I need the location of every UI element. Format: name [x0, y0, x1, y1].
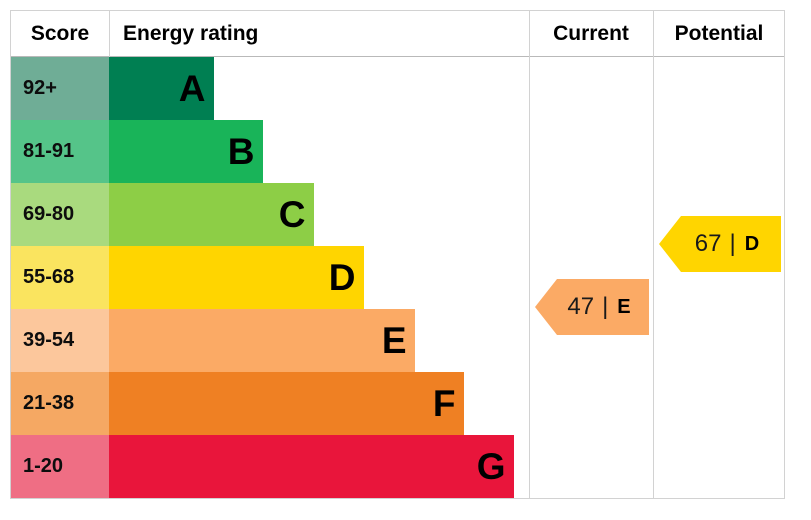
grade-band-row: 92+ A: [11, 57, 529, 120]
energy-band-bar: A: [109, 57, 214, 120]
energy-band-letter: D: [328, 257, 356, 298]
current-rating-arrow: 47 | E: [535, 279, 649, 335]
grade-band-row: 69-80 C: [11, 183, 529, 246]
grade-band-row: 55-68 D: [11, 246, 529, 309]
energy-band-bar: F: [109, 372, 464, 435]
column-header-score: Score: [30, 21, 90, 45]
potential-rating-separator: |: [729, 230, 736, 257]
score-range-cell: 21-38: [11, 372, 109, 435]
potential-rating-band: D: [744, 232, 760, 255]
energy-band-letter: G: [476, 446, 506, 487]
energy-band-letter: C: [278, 194, 306, 235]
score-range-cell: 55-68: [11, 246, 109, 309]
score-range-cell: 39-54: [11, 309, 109, 372]
current-rating-separator: |: [602, 293, 609, 320]
column-divider-current: [529, 11, 530, 498]
grade-band-row: 21-38 F: [11, 372, 529, 435]
energy-band-letter: E: [381, 320, 407, 361]
grade-band-row: 1-20 G: [11, 435, 529, 498]
grade-band-list: 92+ A 81-91 B 69-80 C 55-68 D 39-54 E 21-38 F 1-20 G: [11, 57, 784, 499]
column-header-potential: Potential: [674, 21, 764, 45]
score-range-cell: 1-20: [11, 435, 109, 498]
table-header-row: Score Energy rating Current Potential: [11, 11, 784, 57]
energy-band-letter: B: [227, 131, 255, 172]
energy-band-bar: C: [109, 183, 314, 246]
potential-rating-arrow: 67 | D: [659, 216, 781, 272]
score-range-cell: 92+: [11, 57, 109, 120]
column-divider-potential: [653, 11, 654, 498]
column-header-energy-rating: Energy rating: [123, 21, 259, 45]
column-header-current: Current: [553, 21, 629, 45]
score-range-cell: 69-80: [11, 183, 109, 246]
energy-band-letter: A: [178, 68, 206, 109]
energy-band-letter: F: [432, 383, 456, 424]
energy-band-bar: B: [109, 120, 263, 183]
grade-band-row: 81-91 B: [11, 120, 529, 183]
grade-band-row: 39-54 E: [11, 309, 529, 372]
energy-band-bar: E: [109, 309, 415, 372]
energy-band-bar: D: [109, 246, 364, 309]
current-rating-band: E: [617, 295, 631, 318]
score-range-cell: 81-91: [11, 120, 109, 183]
epc-table: Score Energy rating Current Potential 92…: [10, 10, 785, 499]
energy-band-bar: G: [109, 435, 514, 498]
current-rating-value: 47: [567, 293, 595, 320]
potential-rating-value: 67: [694, 230, 722, 257]
epc-chart: Score Energy rating Current Potential 92…: [10, 10, 785, 499]
